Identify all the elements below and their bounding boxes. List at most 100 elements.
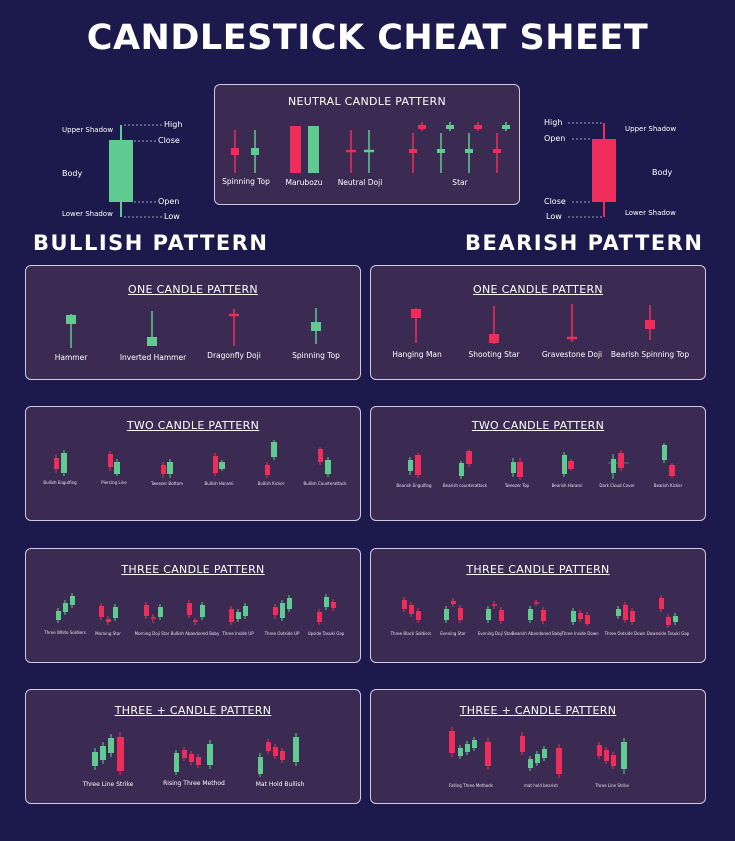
body-label: Body [62, 169, 83, 178]
pattern-label: Gravestone Doji [541, 350, 603, 359]
pattern-label: Spinning Top [292, 351, 340, 360]
candle-body [61, 453, 67, 473]
candle-body [618, 453, 624, 468]
low-label: Low [546, 212, 562, 221]
pattern-label: Bearish Abandoned Baby [511, 631, 563, 636]
body-label: Body [652, 168, 673, 177]
high-label: High [164, 120, 183, 129]
neutral-panel-title: NEUTRAL CANDLE PATTERN [287, 95, 447, 108]
candle-body [517, 462, 523, 477]
candle-body [611, 459, 616, 473]
open-label: Open [544, 134, 566, 143]
pattern-label: Three Outside UP [264, 631, 300, 636]
candle-body [493, 149, 501, 153]
lower-shadow-label: Lower Shadow [62, 210, 113, 218]
bullish-two-candle-panel: TWO CANDLE PATTERN Bullish Engulfing Pie [25, 406, 361, 521]
bullish-one-candles [66, 308, 321, 348]
bearish-one-candle-panel: ONE CANDLE PATTERN Hanging Man Shooting … [370, 265, 706, 380]
pattern-label: Bearish Spinning Top [610, 350, 690, 359]
pattern-label: Three White Soldiers [44, 630, 86, 635]
bullish-three-plus-candles [92, 732, 299, 777]
candle-body [408, 460, 413, 471]
candle-body [265, 465, 270, 475]
pattern-label: Bearish Engulfing [396, 483, 432, 488]
bullish-three-plus-panel: THREE + CANDLE PATTERN Three Line Strike… [25, 689, 361, 804]
pattern-label: Evening Doji Star [477, 631, 513, 636]
pattern-label: Piercing Line [101, 480, 127, 485]
candle-body [290, 126, 301, 173]
panel-title: ONE CANDLE PATTERN [473, 283, 603, 296]
pattern-label: Bearish counterattack [442, 483, 488, 488]
bearish-three-candles [402, 595, 678, 628]
candle-body [437, 149, 445, 153]
candle-body [147, 337, 157, 346]
high-label: High [544, 118, 563, 127]
candle-body [409, 149, 417, 153]
panel-title: TWO CANDLE PATTERN [126, 419, 260, 432]
candle-body [645, 320, 655, 329]
candle-body [669, 465, 675, 476]
pattern-label: Bearish Kicker [653, 483, 683, 488]
pattern-label: Marubozu [285, 178, 323, 187]
panel-title: THREE + CANDLE PATTERN [114, 704, 272, 717]
pattern-label: Star [452, 178, 468, 187]
neutral-candles [231, 122, 510, 173]
pattern-label: Three Outside Down [604, 631, 646, 636]
anatomy-body [109, 140, 133, 202]
pattern-label: Bullish Harami [204, 481, 234, 486]
candle-body [318, 449, 323, 462]
candle-body [415, 455, 421, 475]
pattern-label: Falling Three Methods [449, 783, 493, 788]
pattern-label: Three Black Soldiers [390, 631, 432, 636]
bullish-three-candles [56, 593, 336, 625]
candle-body [446, 125, 454, 129]
pattern-label: Tweezer Bottom [150, 481, 184, 486]
upper-shadow-label: Upper Shadow [625, 125, 677, 133]
candle-body [325, 460, 331, 474]
panel-title: THREE CANDLE PATTERN [121, 563, 265, 576]
open-label: Open [158, 197, 180, 206]
pattern-label: Mat Hold Bullish [255, 781, 305, 788]
pattern-label: Three Line Strike [82, 781, 134, 788]
pattern-label: Morning Star [95, 631, 121, 636]
pattern-label: Spinning Top [222, 177, 270, 186]
close-label: Close [158, 136, 180, 145]
pattern-label: Downside Tasuki Gap [646, 631, 690, 636]
candle-body [511, 462, 516, 473]
bullish-three-candle-panel: THREE CANDLE PATTERN Three White Soldier… [25, 548, 361, 663]
candle-body [466, 451, 472, 464]
low-label: Low [164, 212, 180, 221]
candle-body [167, 462, 173, 474]
pattern-label: Bullish Abandoned Baby [170, 631, 220, 636]
pattern-label: Bullish Kicker [257, 481, 285, 486]
lower-shadow-label: Lower Shadow [625, 209, 676, 217]
panel-title: TWO CANDLE PATTERN [471, 419, 605, 432]
bearish-heading: BEARISH PATTERN [465, 231, 704, 255]
bearish-three-candle-panel: THREE CANDLE PATTERN Three Black Soldier… [370, 548, 706, 663]
candle-body [489, 334, 499, 343]
bullish-one-candle-panel: ONE CANDLE PATTERN Hammer Inverted Hamme… [25, 265, 361, 380]
pattern-label: mat hold bearish [524, 783, 558, 788]
panel-title: ONE CANDLE PATTERN [128, 283, 258, 296]
pattern-label: Tweezer Top [504, 483, 530, 488]
close-label: Close [544, 197, 566, 206]
candle-body [66, 315, 76, 324]
candle-body [662, 445, 667, 460]
pattern-label: Three Line Strike [595, 783, 629, 788]
bearish-two-candles [408, 443, 675, 480]
panel-title: THREE + CANDLE PATTERN [459, 704, 617, 717]
pattern-label: Dragonfly Doji [207, 351, 261, 360]
candle-body [411, 309, 421, 318]
candle-body [114, 462, 120, 474]
bearish-two-candle-panel: TWO CANDLE PATTERN Bearish Engulfing [370, 406, 706, 521]
candle-body [219, 462, 225, 469]
candle-body [308, 126, 319, 173]
pattern-label: Hanging Man [392, 350, 442, 359]
bearish-one-candles [411, 304, 655, 344]
candle-body [54, 458, 59, 469]
pattern-label: Shooting Star [468, 350, 520, 359]
bearish-three-plus-candles [449, 727, 627, 778]
candle-body [161, 465, 166, 474]
